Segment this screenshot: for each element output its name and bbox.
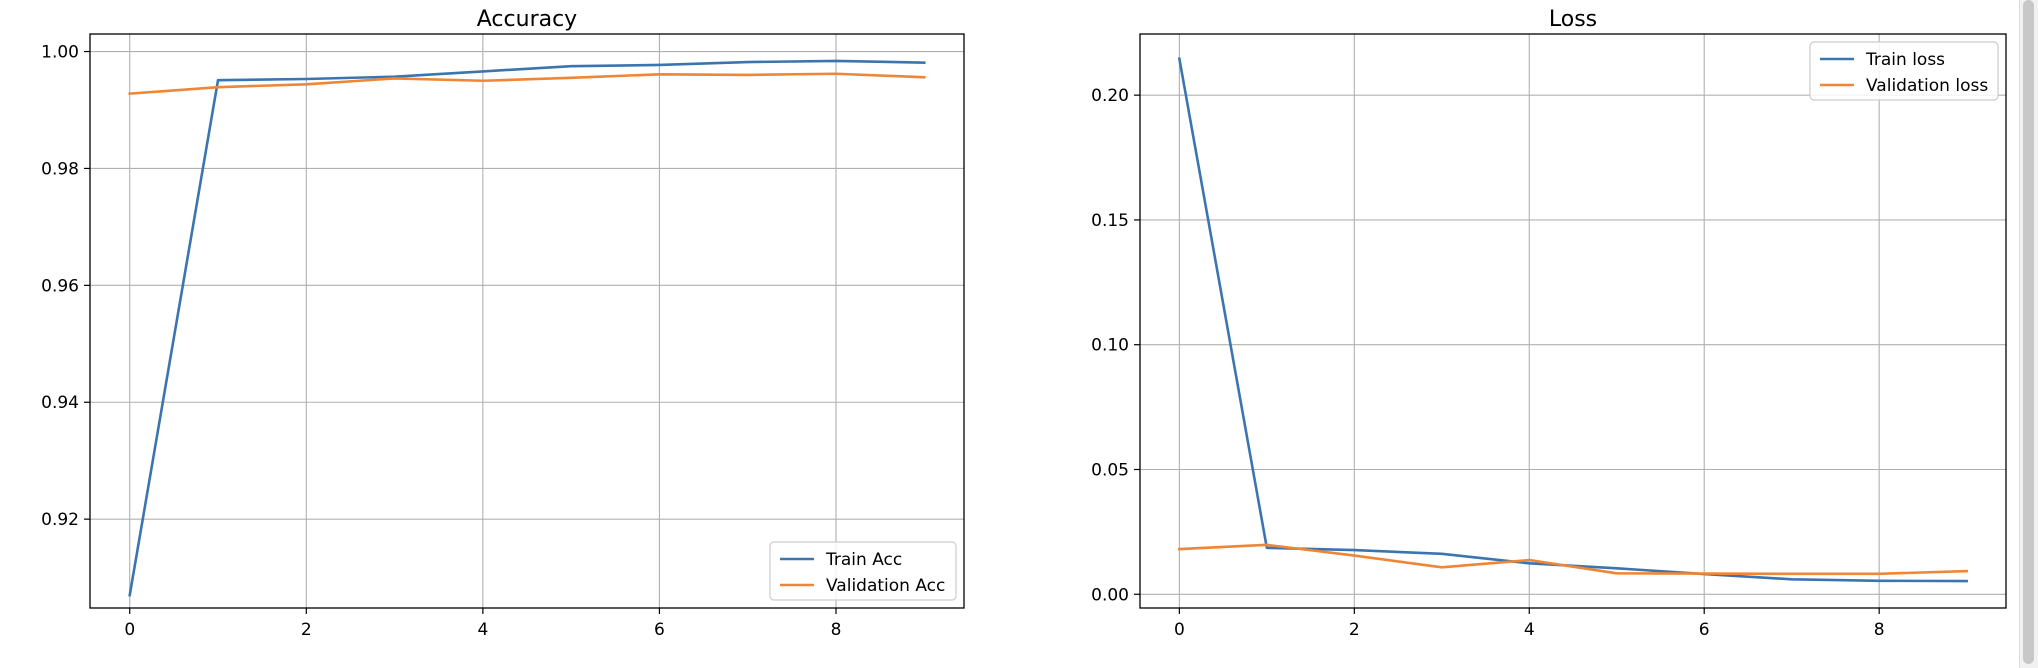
- loss-chart: 0 2 4 6 8 0.00 0.05 0.10 0.15 0.20 Loss Train loss V…: [1091, 7, 2007, 640]
- x-tick-label: 0: [124, 620, 135, 640]
- y-tick-label: 0.94: [41, 393, 79, 413]
- legend-label: Train Acc: [825, 550, 902, 570]
- series-line-0: [1177, 57, 1968, 583]
- x-tick-label: 2: [1349, 620, 1360, 640]
- y-tick-label: 0.05: [1091, 460, 1129, 480]
- plot-frame: [89, 33, 965, 609]
- x-tick-label: 8: [831, 620, 842, 640]
- series-line-0: [128, 59, 926, 597]
- chart-title: Accuracy: [477, 7, 577, 32]
- plot-frame: [1139, 33, 2007, 609]
- legend-box: [1809, 41, 1999, 101]
- x-tick-label: 6: [654, 620, 665, 640]
- y-tick-label: 0.92: [41, 510, 79, 530]
- x-tick-label: 4: [477, 620, 488, 640]
- y-tick-label: 0.96: [41, 276, 79, 296]
- y-tick-label: 0.98: [41, 159, 79, 179]
- legend-label: Train loss: [1865, 50, 1945, 70]
- legend: Train loss Validation loss: [1809, 41, 1999, 101]
- accuracy-chart: 0 2 4 6 8 0.92 0.94 0.96 0.98 1.00 Accuracy Train A…: [41, 7, 965, 640]
- scrollbar-thumb[interactable]: [2023, 0, 2034, 664]
- x-tick-label: 6: [1699, 620, 1710, 640]
- legend-label: Validation loss: [1866, 76, 1988, 96]
- y-tick-label: 0.00: [1091, 585, 1129, 605]
- x-tick-label: 4: [1524, 620, 1535, 640]
- chart-title: Loss: [1549, 7, 1597, 32]
- x-tick-label: 0: [1174, 620, 1185, 640]
- y-tick-label: 0.10: [1091, 336, 1129, 356]
- x-tick-label: 8: [1874, 620, 1885, 640]
- series-line-1: [128, 72, 926, 96]
- legend-label: Validation Acc: [826, 576, 945, 596]
- series-line-1: [1177, 543, 1968, 576]
- legend: Train Acc Validation Acc: [769, 541, 957, 601]
- y-tick-label: 0.15: [1091, 211, 1129, 231]
- vertical-scrollbar[interactable]: [2019, 0, 2038, 668]
- x-tick-label: 2: [301, 620, 312, 640]
- y-tick-label: 0.20: [1091, 86, 1129, 106]
- legend-box: [769, 541, 957, 601]
- y-tick-label: 1.00: [41, 43, 79, 63]
